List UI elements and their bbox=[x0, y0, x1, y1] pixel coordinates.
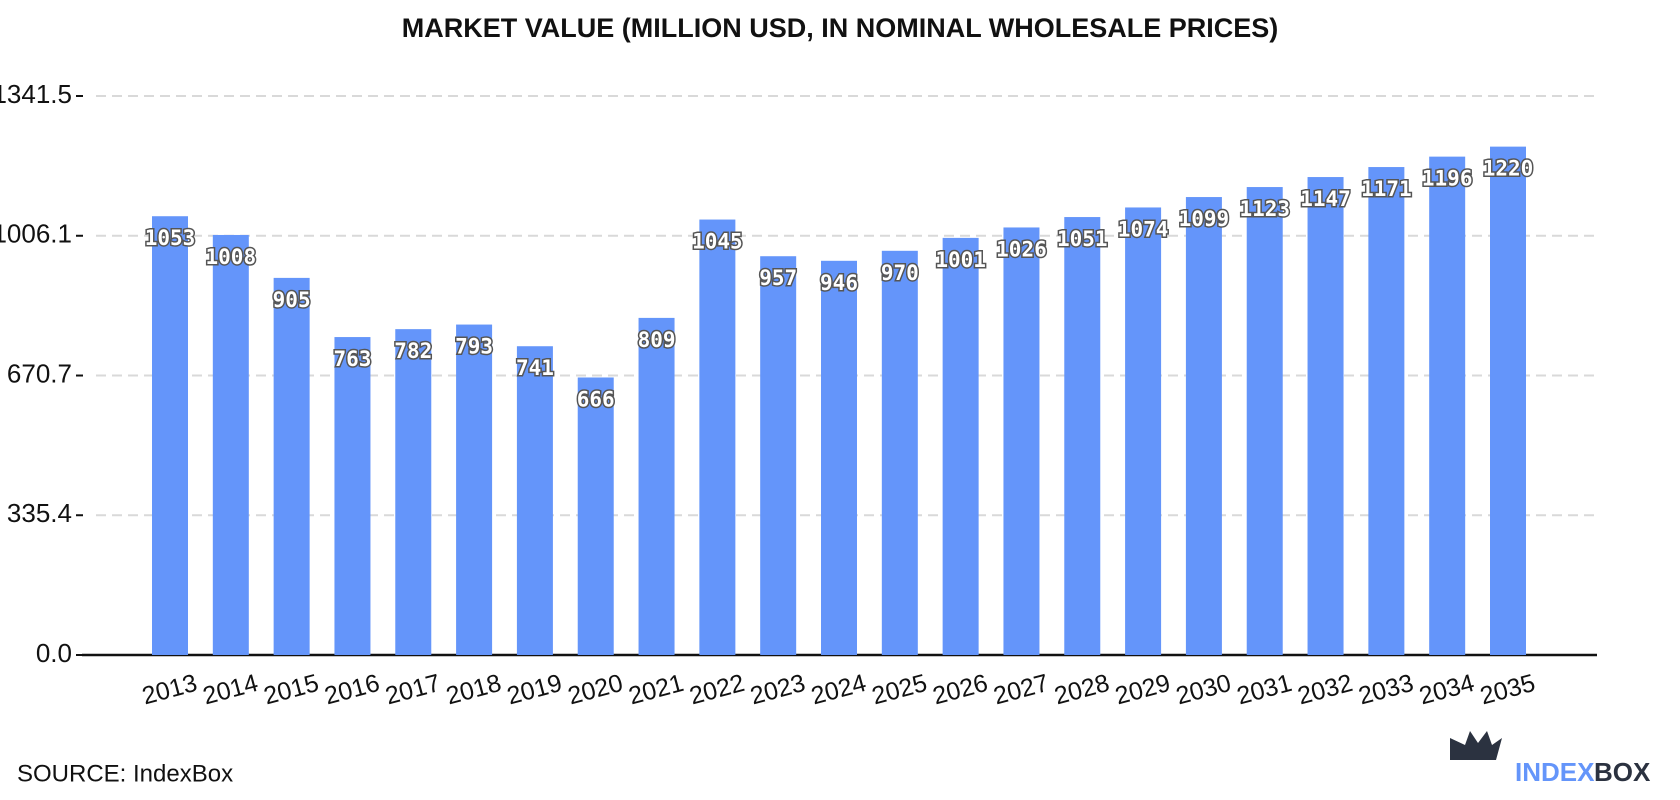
y-tick-label: 1006.1 bbox=[0, 219, 72, 249]
value-label: 1008 bbox=[206, 245, 257, 269]
value-label: 946 bbox=[820, 271, 858, 295]
bar bbox=[638, 317, 675, 655]
brand-first: INDEX bbox=[1515, 757, 1595, 787]
x-tick-label: 2018 bbox=[443, 669, 504, 710]
value-label: 1001 bbox=[935, 248, 986, 272]
bar bbox=[516, 346, 553, 655]
bar bbox=[821, 260, 857, 655]
x-tick-label: 2027 bbox=[991, 669, 1052, 710]
bar bbox=[1368, 167, 1405, 655]
bar bbox=[395, 329, 432, 655]
y-tick-label: 1341.5 bbox=[0, 79, 72, 109]
value-label: 1123 bbox=[1239, 197, 1290, 221]
bar bbox=[1064, 217, 1101, 655]
bar bbox=[1429, 156, 1466, 655]
value-label: 782 bbox=[394, 339, 432, 363]
bar bbox=[1490, 146, 1526, 655]
value-label: 905 bbox=[273, 288, 311, 312]
x-tick-label: 2031 bbox=[1234, 669, 1295, 710]
bar bbox=[152, 216, 188, 656]
value-label: 1196 bbox=[1422, 167, 1473, 191]
value-label: 763 bbox=[333, 347, 371, 371]
y-tick-label: 0.0 bbox=[36, 638, 72, 668]
value-label: 970 bbox=[881, 261, 919, 285]
bar bbox=[273, 277, 310, 655]
bar bbox=[760, 256, 797, 655]
x-tick-label: 2014 bbox=[200, 669, 261, 710]
x-tick-label: 2029 bbox=[1112, 669, 1173, 710]
x-tick-label: 2020 bbox=[565, 669, 626, 710]
x-tick-label: 2016 bbox=[322, 669, 383, 710]
value-label: 1147 bbox=[1300, 187, 1351, 211]
value-label: 1220 bbox=[1483, 157, 1534, 181]
value-label: 1026 bbox=[996, 237, 1047, 261]
bar bbox=[1307, 177, 1344, 655]
bar bbox=[1125, 207, 1162, 655]
bar bbox=[699, 219, 736, 655]
value-label: 1053 bbox=[145, 226, 196, 250]
value-label: 1045 bbox=[692, 230, 743, 254]
x-tick-label: 2024 bbox=[808, 669, 869, 710]
logo-icon bbox=[1450, 731, 1502, 760]
x-tick-label: 2013 bbox=[139, 669, 200, 710]
x-tick-label: 2030 bbox=[1173, 669, 1234, 710]
bar bbox=[1003, 227, 1040, 655]
y-tick-label: 670.7 bbox=[7, 358, 72, 388]
brand-second: BOX bbox=[1594, 757, 1651, 787]
bar bbox=[577, 377, 614, 655]
value-label: 1099 bbox=[1179, 207, 1230, 231]
bar bbox=[1185, 197, 1222, 655]
value-label: 741 bbox=[516, 356, 554, 380]
logo: INDEX BOX bbox=[1450, 731, 1651, 787]
chart-title: MARKET VALUE (MILLION USD, IN NOMINAL WH… bbox=[402, 13, 1279, 43]
value-label: 793 bbox=[455, 335, 493, 359]
value-label: 1051 bbox=[1057, 227, 1108, 251]
value-label: 957 bbox=[759, 266, 797, 290]
y-tick-label: 335.4 bbox=[7, 498, 72, 528]
bar bbox=[334, 337, 371, 655]
bar bbox=[212, 234, 249, 655]
x-tick-label: 2034 bbox=[1416, 669, 1477, 710]
value-label: 1074 bbox=[1118, 217, 1169, 241]
x-tick-label: 2033 bbox=[1356, 669, 1417, 710]
value-label: 809 bbox=[638, 328, 676, 352]
value-label: 1171 bbox=[1361, 177, 1412, 201]
x-tick-label: 2028 bbox=[1051, 669, 1112, 710]
bar bbox=[456, 324, 493, 655]
x-tick-label: 2032 bbox=[1295, 669, 1356, 710]
x-tick-label: 2017 bbox=[382, 669, 443, 710]
x-tick-label: 2035 bbox=[1477, 669, 1538, 710]
x-tick-label: 2021 bbox=[626, 669, 687, 710]
x-tick-label: 2019 bbox=[504, 669, 565, 710]
x-tick-label: 2026 bbox=[930, 669, 991, 710]
bar bbox=[881, 250, 918, 655]
x-tick-label: 2023 bbox=[747, 669, 808, 710]
bar bbox=[942, 237, 979, 656]
x-tick-label: 2022 bbox=[687, 669, 748, 710]
x-tick-label: 2015 bbox=[261, 669, 322, 710]
value-label: 666 bbox=[577, 387, 615, 411]
x-tick-label: 2025 bbox=[869, 669, 930, 710]
source: SOURCE: IndexBox bbox=[17, 760, 233, 787]
bar bbox=[1246, 187, 1283, 655]
